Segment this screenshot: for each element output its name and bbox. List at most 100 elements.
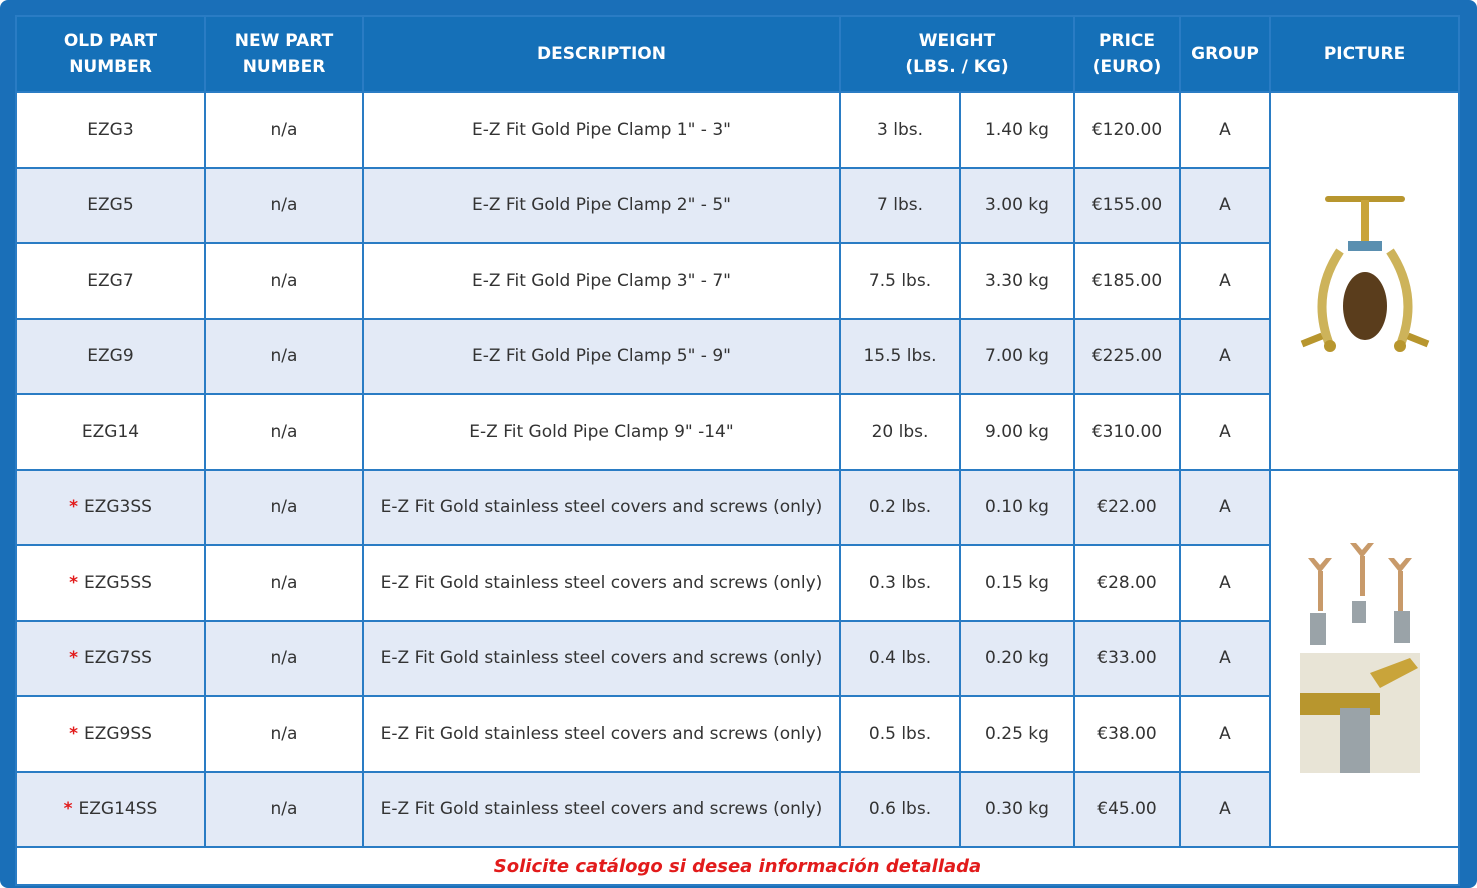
description-text: E-Z Fit Gold Pipe Clamp 3" - 7" xyxy=(472,271,731,291)
price-text: €185.00 xyxy=(1092,271,1162,291)
price-text: €225.00 xyxy=(1092,346,1162,366)
new-text: n/a xyxy=(271,120,298,140)
old-text: EZG3 xyxy=(87,120,133,140)
old-cell: *EZG3SS xyxy=(16,470,205,546)
new-cell: n/a xyxy=(205,621,363,697)
lbs-cell: 15.5 lbs. xyxy=(840,319,960,395)
footer-row: Solicite catálogo si desea información d… xyxy=(16,847,1459,885)
new-text: n/a xyxy=(271,195,298,215)
new-text: n/a xyxy=(271,799,298,819)
lbs-cell: 0.5 lbs. xyxy=(840,696,960,772)
group-cell: A xyxy=(1180,772,1270,848)
description-cell: E-Z Fit Gold Pipe Clamp 1" - 3" xyxy=(363,92,840,168)
header-cell: PICTURE xyxy=(1270,16,1459,92)
description-cell: E-Z Fit Gold Pipe Clamp 9" -14" xyxy=(363,394,840,470)
description-text: E-Z Fit Gold stainless steel covers and … xyxy=(381,799,823,819)
header-text: NEW PART xyxy=(235,31,334,51)
note-marker: * xyxy=(69,724,78,744)
kg-text: 0.30 kg xyxy=(985,799,1049,819)
header-cell: WEIGHT(LBS. / KG) xyxy=(840,16,1074,92)
table-row: EZG5 n/a E-Z Fit Gold Pipe Clamp 2" - 5" 7 … xyxy=(16,168,1459,244)
old-cell: EZG14 xyxy=(16,394,205,470)
description-cell: E-Z Fit Gold Pipe Clamp 5" - 9" xyxy=(363,319,840,395)
price-cell: €33.00 xyxy=(1074,621,1180,697)
header-text: PRICE xyxy=(1099,31,1155,51)
old-cell: EZG5 xyxy=(16,168,205,244)
lbs-cell: 7 lbs. xyxy=(840,168,960,244)
lbs-cell: 0.2 lbs. xyxy=(840,470,960,546)
kg-text: 0.10 kg xyxy=(985,497,1049,517)
group-text: A xyxy=(1219,422,1231,442)
old-cell: *EZG14SS xyxy=(16,772,205,848)
group-text: A xyxy=(1219,346,1231,366)
kg-text: 3.30 kg xyxy=(985,271,1049,291)
picture-cell xyxy=(1270,92,1459,470)
group-cell: A xyxy=(1180,168,1270,244)
old-text: EZG14 xyxy=(82,422,139,442)
kg-cell: 0.30 kg xyxy=(960,772,1074,848)
group-cell: A xyxy=(1180,394,1270,470)
table-row: EZG3 n/a E-Z Fit Gold Pipe Clamp 1" - 3"3 … xyxy=(16,92,1459,168)
description-text: E-Z Fit Gold Pipe Clamp 5" - 9" xyxy=(472,346,731,366)
description-text: E-Z Fit Gold Pipe Clamp 2" - 5" xyxy=(472,195,731,215)
new-cell: n/a xyxy=(205,470,363,546)
description-text: E-Z Fit Gold stainless steel covers and … xyxy=(381,497,823,517)
kg-cell: 0.20 kg xyxy=(960,621,1074,697)
header-cell: PRICE(EURO) xyxy=(1074,16,1180,92)
lbs-cell: 3 lbs. xyxy=(840,92,960,168)
price-text: €120.00 xyxy=(1092,120,1162,140)
new-cell: n/a xyxy=(205,243,363,319)
description-cell: E-Z Fit Gold Pipe Clamp 2" - 5" xyxy=(363,168,840,244)
new-text: n/a xyxy=(271,497,298,517)
group-cell: A xyxy=(1180,545,1270,621)
footer-cell: Solicite catálogo si desea información d… xyxy=(16,847,1459,885)
note-marker: * xyxy=(64,799,73,819)
group-text: A xyxy=(1219,271,1231,291)
description-cell: E-Z Fit Gold stainless steel covers and … xyxy=(363,545,840,621)
price-text: €28.00 xyxy=(1097,573,1156,593)
old-cell: EZG7 xyxy=(16,243,205,319)
price-cell: €38.00 xyxy=(1074,696,1180,772)
lbs-text: 0.3 lbs. xyxy=(869,573,931,593)
header-text: NUMBER xyxy=(69,57,152,77)
old-text: EZG5 xyxy=(87,195,133,215)
price-text: €22.00 xyxy=(1097,497,1156,517)
price-cell: €185.00 xyxy=(1074,243,1180,319)
old-cell: EZG9 xyxy=(16,319,205,395)
lbs-text: 0.6 lbs. xyxy=(869,799,931,819)
lbs-text: 7 lbs. xyxy=(877,195,923,215)
lbs-cell: 7.5 lbs. xyxy=(840,243,960,319)
lbs-text: 7.5 lbs. xyxy=(869,271,931,291)
new-cell: n/a xyxy=(205,696,363,772)
description-text: E-Z Fit Gold stainless steel covers and … xyxy=(381,724,823,744)
new-cell: n/a xyxy=(205,319,363,395)
new-text: n/a xyxy=(271,724,298,744)
kg-cell: 3.00 kg xyxy=(960,168,1074,244)
old-text: EZG9 xyxy=(87,346,133,366)
kg-text: 0.25 kg xyxy=(985,724,1049,744)
price-text: €310.00 xyxy=(1092,422,1162,442)
new-cell: n/a xyxy=(205,394,363,470)
kg-cell: 9.00 kg xyxy=(960,394,1074,470)
price-cell: €22.00 xyxy=(1074,470,1180,546)
new-text: n/a xyxy=(271,346,298,366)
price-text: €45.00 xyxy=(1097,799,1156,819)
note-marker: * xyxy=(69,648,78,668)
lbs-text: 0.5 lbs. xyxy=(869,724,931,744)
description-cell: E-Z Fit Gold Pipe Clamp 3" - 7" xyxy=(363,243,840,319)
description-text: E-Z Fit Gold stainless steel covers and … xyxy=(381,648,823,668)
lbs-text: 0.2 lbs. xyxy=(869,497,931,517)
price-cell: €28.00 xyxy=(1074,545,1180,621)
old-cell: *EZG5SS xyxy=(16,545,205,621)
lbs-cell: 0.3 lbs. xyxy=(840,545,960,621)
kg-cell: 0.10 kg xyxy=(960,470,1074,546)
group-text: A xyxy=(1219,648,1231,668)
description-cell: E-Z Fit Gold stainless steel covers and … xyxy=(363,696,840,772)
lbs-cell: 20 lbs. xyxy=(840,394,960,470)
